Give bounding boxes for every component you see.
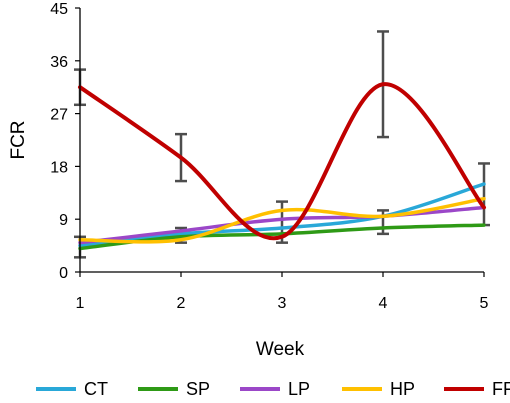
series-lines	[78, 82, 486, 251]
legend-label-ff: FF	[492, 379, 510, 399]
x-tick-label: 4	[379, 295, 388, 312]
y-axis-title: FCR	[8, 120, 29, 159]
series-line-hp	[78, 196, 486, 244]
x-tick-label: 3	[278, 295, 287, 312]
error-bar	[478, 162, 490, 227]
legend-label-ct: CT	[84, 379, 108, 399]
y-tick-label: 9	[59, 212, 68, 229]
series-line-lp	[78, 205, 486, 245]
error-bars	[74, 30, 490, 259]
legend-label-lp: LP	[288, 379, 310, 399]
series-line-ff	[78, 82, 486, 241]
error-bar	[377, 209, 389, 236]
x-tick-label: 1	[76, 295, 85, 312]
legend: CT SP LP HP FF	[36, 379, 510, 399]
x-tick-label: 5	[480, 295, 489, 312]
legend-label-sp: SP	[186, 379, 210, 399]
y-tick-label: 18	[50, 159, 68, 176]
series-line-ct	[78, 182, 486, 248]
y-tick-label: 45	[50, 1, 68, 18]
y-tick-label: 36	[50, 54, 68, 71]
y-tick-label: 27	[50, 107, 68, 124]
x-axis-title: Week	[256, 339, 305, 360]
legend-label-hp: HP	[390, 379, 415, 399]
y-tick-label: 0	[59, 265, 68, 282]
x-tick-label: 2	[177, 295, 186, 312]
